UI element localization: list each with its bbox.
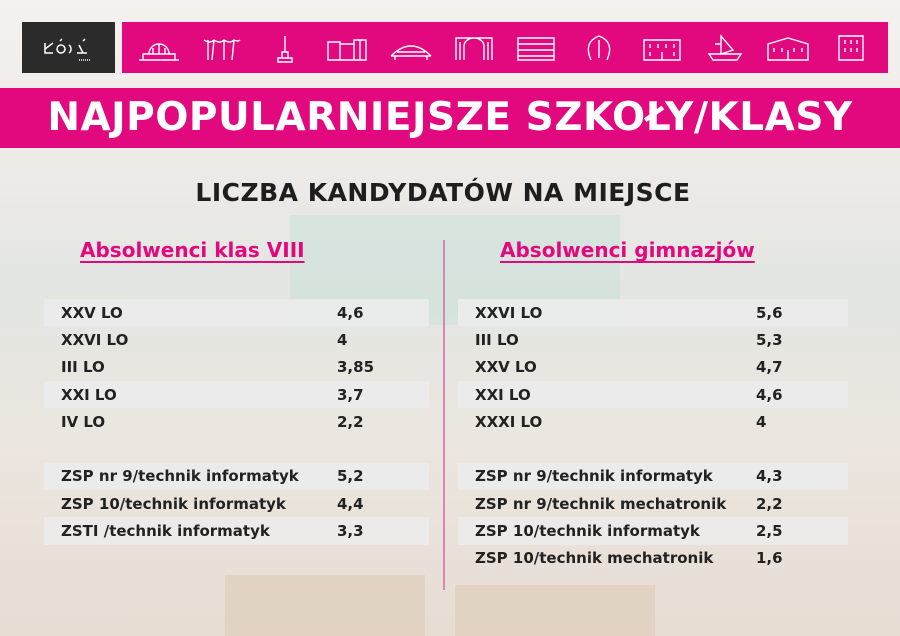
school-name: XXI LO bbox=[61, 385, 117, 404]
candidates-per-place: 4,3 bbox=[756, 467, 783, 486]
manor-icon bbox=[766, 36, 809, 61]
candidates-per-place: 4 bbox=[756, 412, 767, 431]
left-table: XXV LO 4,6 XXVI LO 4 III LO 3,85 XXI LO 3,7 IV L… bbox=[44, 299, 429, 545]
table-row: III LO 5,3 bbox=[458, 326, 848, 353]
table-row: XXI LO 4,6 bbox=[458, 380, 848, 409]
candidates-per-place: 2,2 bbox=[756, 494, 783, 513]
train-station-icon bbox=[139, 42, 180, 61]
table-row: III LO 3,85 bbox=[44, 354, 429, 381]
school-name: XXVI LO bbox=[61, 330, 129, 349]
table-row: XXVI LO 5,6 bbox=[458, 299, 848, 327]
palace-icon bbox=[643, 38, 681, 61]
school-name: ZSP 10/technik informatyk bbox=[475, 522, 700, 541]
table-row: XXVI LO 4 bbox=[44, 326, 429, 353]
tower-block-icon bbox=[837, 34, 864, 61]
school-name: XXI LO bbox=[475, 385, 531, 404]
lodz-logo bbox=[22, 22, 115, 73]
school-name: XXV LO bbox=[61, 303, 123, 322]
school-name: IV LO bbox=[61, 412, 106, 431]
lodz-logo-icon bbox=[43, 37, 91, 61]
school-name: ZSP 10/technik mechatronik bbox=[475, 549, 714, 568]
table-row: ZSP 10/technik informatyk 4,4 bbox=[44, 490, 429, 517]
landmarks-band bbox=[122, 22, 888, 73]
table-row: XXV LO 4,7 bbox=[458, 354, 848, 381]
table-row: ZSP 10/technik mechatronik 1,6 bbox=[458, 545, 848, 572]
school-name: ZSTI /technik informatyk bbox=[61, 522, 270, 541]
table-row: XXXI LO 4 bbox=[458, 408, 848, 435]
factory-icon bbox=[327, 38, 367, 61]
gate-icon bbox=[454, 36, 493, 60]
building-icon bbox=[517, 36, 556, 61]
candidates-per-place: 5,6 bbox=[756, 303, 783, 322]
candidates-per-place: 2,2 bbox=[337, 412, 364, 431]
candidates-per-place: 5,2 bbox=[337, 467, 364, 486]
school-name: ZSP nr 9/technik informatyk bbox=[61, 467, 299, 486]
table-row: XXV LO 4,6 bbox=[44, 299, 429, 327]
monument-icon bbox=[277, 35, 293, 63]
table-row: IV LO 2,2 bbox=[44, 408, 429, 435]
table-row: ZSP nr 9/technik informatyk 5,2 bbox=[44, 462, 429, 491]
school-name: XXXI LO bbox=[475, 412, 543, 431]
school-name: XXV LO bbox=[475, 358, 537, 377]
candidates-per-place: 4,7 bbox=[756, 358, 783, 377]
column-divider bbox=[443, 240, 445, 590]
table-row: ZSP nr 9/technik informatyk 4,3 bbox=[458, 462, 848, 491]
candidates-per-place: 3,3 bbox=[337, 522, 364, 541]
candidates-per-place: 4 bbox=[337, 330, 348, 349]
school-name: ZSP nr 9/technik informatyk bbox=[475, 467, 713, 486]
school-name: XXVI LO bbox=[475, 303, 543, 322]
right-column-heading: Absolwenci gimnazjów bbox=[500, 238, 755, 262]
page-subtitle: LICZBA KANDYDATÓW NA MIEJSCE bbox=[195, 178, 691, 207]
page-title: NAJPOPULARNIEJSZE SZKOŁY/KLASY bbox=[0, 88, 900, 148]
row-spacer bbox=[458, 435, 848, 462]
right-table: XXVI LO 5,6 III LO 5,3 XXV LO 4,7 XXI LO 4,6 XXX… bbox=[458, 299, 848, 572]
candidates-per-place: 4,4 bbox=[337, 494, 364, 513]
candidates-per-place: 1,6 bbox=[756, 549, 783, 568]
shell-icon bbox=[587, 34, 611, 60]
school-name: ZSP 10/technik informatyk bbox=[61, 494, 286, 513]
candidates-per-place: 5,3 bbox=[756, 330, 783, 349]
candidates-per-place: 4,6 bbox=[756, 385, 783, 404]
candidates-per-place: 3,7 bbox=[337, 385, 364, 404]
palm-house-icon bbox=[203, 38, 241, 60]
table-row: ZSP nr 9/technik mechatronik 2,2 bbox=[458, 490, 848, 517]
ship-icon bbox=[707, 33, 743, 61]
candidates-per-place: 2,5 bbox=[756, 522, 783, 541]
table-row: XXI LO 3,7 bbox=[44, 380, 429, 409]
school-name: ZSP nr 9/technik mechatronik bbox=[475, 494, 727, 513]
school-name: III LO bbox=[61, 358, 105, 377]
table-row: ZSP 10/technik informatyk 2,5 bbox=[458, 517, 848, 545]
arena-icon bbox=[390, 44, 432, 60]
left-column-heading: Absolwenci klas VIII bbox=[80, 238, 305, 262]
background-chair bbox=[225, 575, 425, 636]
school-name: III LO bbox=[475, 330, 519, 349]
candidates-per-place: 4,6 bbox=[337, 303, 364, 322]
row-spacer bbox=[44, 435, 429, 462]
candidates-per-place: 3,85 bbox=[337, 358, 375, 377]
table-row: ZSTI /technik informatyk 3,3 bbox=[44, 517, 429, 545]
background-chair bbox=[455, 585, 655, 636]
